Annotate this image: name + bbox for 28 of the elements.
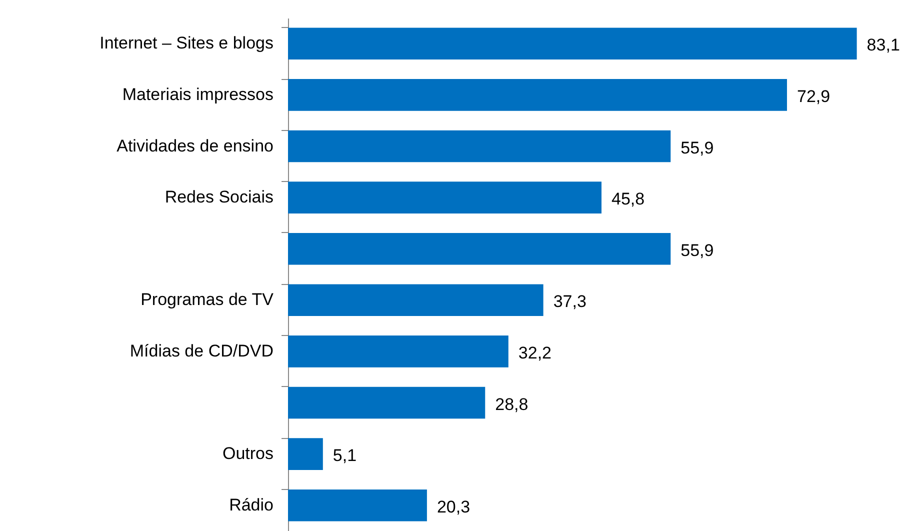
- y-tick-label: Atividades de ensino: [116, 136, 274, 156]
- bar: [288, 284, 544, 316]
- data-label: 28,8: [495, 394, 528, 414]
- data-label: 72,9: [796, 86, 830, 106]
- bar: [288, 130, 671, 162]
- bar: [288, 232, 671, 265]
- data-label: 55,9: [680, 138, 714, 158]
- y-tick-label: Mídias de CD/DVD: [130, 341, 274, 360]
- data-label: 5,1: [332, 446, 357, 466]
- y-tick-label: Programas de TV: [140, 290, 274, 310]
- bar: [288, 28, 857, 60]
- data-label: 32,2: [518, 343, 552, 362]
- data-label: 55,9: [680, 240, 714, 260]
- bar: [288, 79, 787, 111]
- bar: [288, 438, 323, 470]
- y-tick-label: Rádio: [229, 495, 274, 514]
- y-tick-label: Redes Sociais: [164, 188, 274, 207]
- y-tick-label: Internet – Sites e blogs: [100, 34, 274, 53]
- data-label: 45,8: [611, 190, 645, 209]
- bar: [288, 182, 602, 214]
- bar: [288, 336, 508, 368]
- data-label: 37,3: [553, 292, 586, 312]
- data-label: 83,1: [866, 36, 900, 55]
- data-label: 20,3: [436, 497, 470, 516]
- bar: [288, 489, 427, 522]
- y-tick-label: Materiais impressos: [122, 84, 274, 104]
- bar: [288, 386, 486, 419]
- y-tick-label: Outros: [222, 444, 274, 464]
